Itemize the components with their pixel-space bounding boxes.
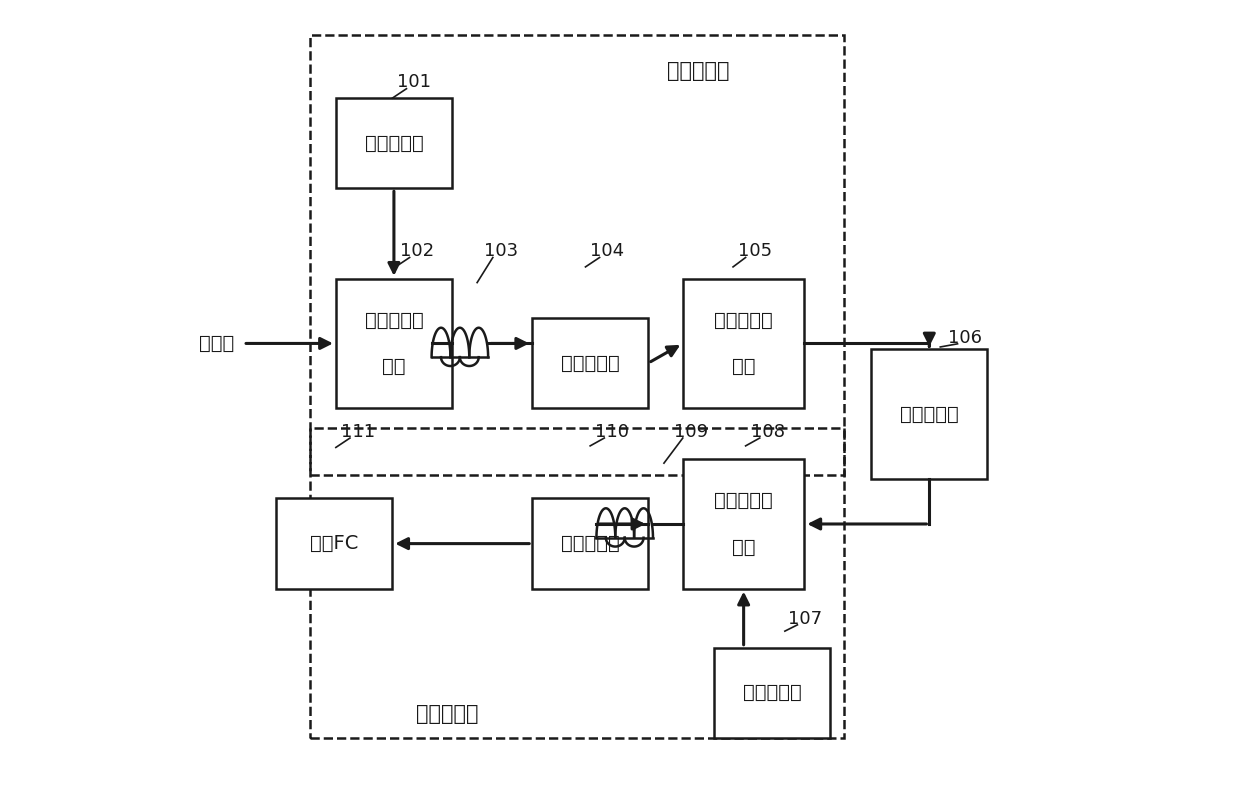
Text: 第一波分复: 第一波分复: [365, 311, 423, 330]
Bar: [310, 428, 843, 738]
Bar: [683, 279, 805, 408]
Text: 105: 105: [738, 243, 773, 260]
Text: 信号光: 信号光: [198, 334, 234, 353]
Bar: [714, 648, 831, 738]
Text: 106: 106: [949, 329, 982, 346]
Bar: [532, 318, 649, 408]
Bar: [336, 98, 453, 188]
Text: 107: 107: [789, 610, 822, 627]
Text: 第一隔离器: 第一隔离器: [560, 353, 620, 373]
Bar: [532, 498, 649, 589]
Bar: [872, 349, 987, 479]
Text: 101: 101: [397, 74, 432, 91]
Bar: [310, 35, 843, 475]
Text: 102: 102: [401, 243, 434, 260]
Text: 109: 109: [673, 423, 708, 440]
Text: 108: 108: [750, 423, 785, 440]
Text: 前级放大器: 前级放大器: [667, 60, 730, 81]
Text: 后级放大器: 后级放大器: [417, 704, 479, 725]
Bar: [277, 498, 392, 589]
Text: 用器: 用器: [732, 538, 755, 557]
Text: 输出FC: 输出FC: [310, 534, 358, 553]
Text: 第二隔离器: 第二隔离器: [560, 534, 620, 553]
Bar: [683, 459, 805, 589]
Text: 第二泵浦源: 第二泵浦源: [743, 683, 802, 703]
Bar: [336, 279, 453, 408]
Text: 第二波分复: 第二波分复: [714, 491, 773, 510]
Text: 第一泵浦源: 第一泵浦源: [365, 133, 423, 153]
Text: 103: 103: [484, 243, 518, 260]
Text: 可调滤波器: 可调滤波器: [900, 404, 959, 424]
Text: 111: 111: [341, 423, 374, 440]
Text: 110: 110: [595, 423, 629, 440]
Text: 104: 104: [590, 243, 625, 260]
Text: 波器: 波器: [732, 357, 755, 376]
Text: 增益平坦滤: 增益平坦滤: [714, 311, 773, 330]
Text: 用器: 用器: [382, 357, 405, 376]
